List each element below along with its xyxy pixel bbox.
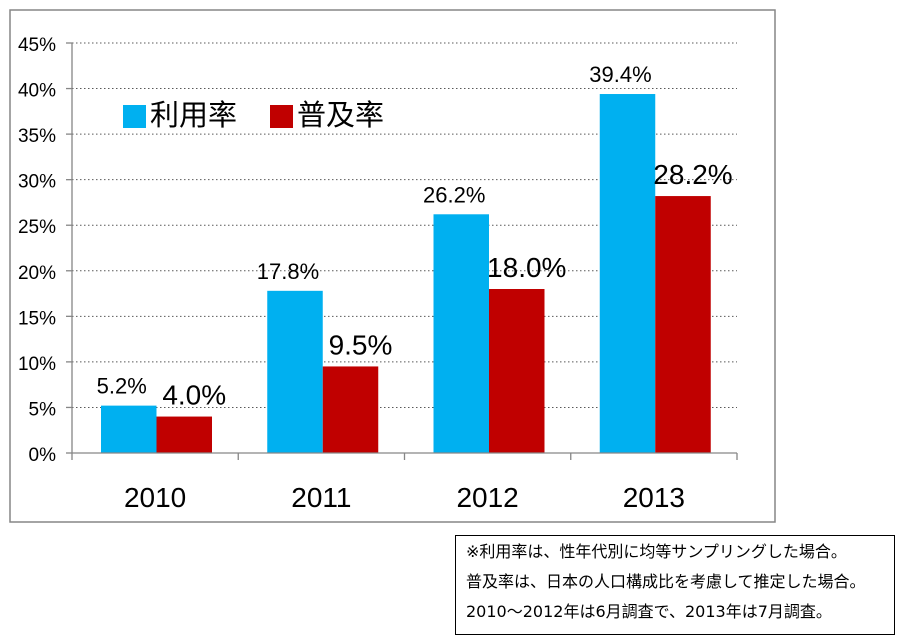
y-tick-label: 5% [29, 399, 57, 420]
bar-2012-series-1 [433, 214, 489, 453]
data-label-2013-series-1: 39.4% [589, 62, 651, 87]
bar-2013-series-1 [599, 94, 656, 454]
legend: 利用率 普及率 [123, 98, 384, 132]
legend-swatch-adoption-rate [270, 105, 293, 128]
data-label-2013-series-2: 28.2% [653, 159, 732, 190]
x-axis-ticks: 2010 2011 2012 2013 [71, 453, 738, 513]
legend-swatch-usage-rate [123, 105, 146, 128]
bar-2010-series-1 [101, 405, 157, 453]
legend-label-usage-rate: 利用率 [150, 98, 237, 132]
data-label-2011-series-1: 17.8% [257, 259, 319, 284]
y-tick-label: 35% [18, 126, 56, 147]
y-tick-label: 20% [18, 263, 56, 284]
y-tick-label: 30% [18, 172, 56, 193]
data-label-2012-series-2: 18.0% [487, 252, 566, 283]
data-label-2010-series-2: 4.0% [162, 380, 226, 411]
y-tick-label: 10% [18, 354, 56, 375]
bar-2010-series-2 [156, 416, 212, 453]
footnote-box: ※利用率は、性年代別に均等サンプリングした場合。 普及率は、日本の人口構成比を考… [455, 535, 895, 635]
y-axis-ticks: 0% 5% 10% 15% 20% 25% 30% 35% 40% 45% [18, 35, 72, 466]
bar-2012-series-2 [489, 289, 545, 453]
legend-item-adoption-rate: 普及率 [270, 98, 384, 132]
legend-item-usage-rate: 利用率 [123, 98, 237, 132]
bars [101, 94, 711, 454]
x-tick-label: 2012 [456, 482, 518, 513]
footnote-line-3: 2010～2012年は6月調査で、2013年は7月調査。 [466, 602, 832, 621]
data-label-2012-series-1: 26.2% [423, 182, 485, 207]
y-tick-label: 40% [18, 81, 56, 102]
x-tick-label: 2011 [291, 482, 351, 513]
y-tick-label: 0% [29, 445, 57, 466]
x-tick-label: 2013 [623, 482, 685, 513]
bar-2011-series-1 [267, 290, 323, 453]
y-tick-label: 45% [18, 35, 56, 56]
x-tick-label: 2010 [124, 482, 186, 513]
y-tick-label: 15% [18, 308, 56, 329]
data-label-2010-series-1: 5.2% [97, 374, 147, 399]
data-label-2011-series-2: 9.5% [329, 329, 393, 360]
bar-2011-series-2 [322, 366, 379, 453]
footnote-line-1: ※利用率は、性年代別に均等サンプリングした場合。 [466, 542, 847, 561]
data-labels: 5.2% 17.8% 26.2% 39.4% 4.0% 9.5% 18.0% 28.2% [97, 62, 733, 411]
gridlines [72, 42, 737, 408]
footnote-line-2: 普及率は、日本の人口構成比を考慮して推定した場合。 [466, 572, 866, 591]
y-tick-label: 25% [18, 217, 56, 238]
legend-label-adoption-rate: 普及率 [297, 98, 384, 132]
bar-2013-series-2 [655, 196, 711, 454]
